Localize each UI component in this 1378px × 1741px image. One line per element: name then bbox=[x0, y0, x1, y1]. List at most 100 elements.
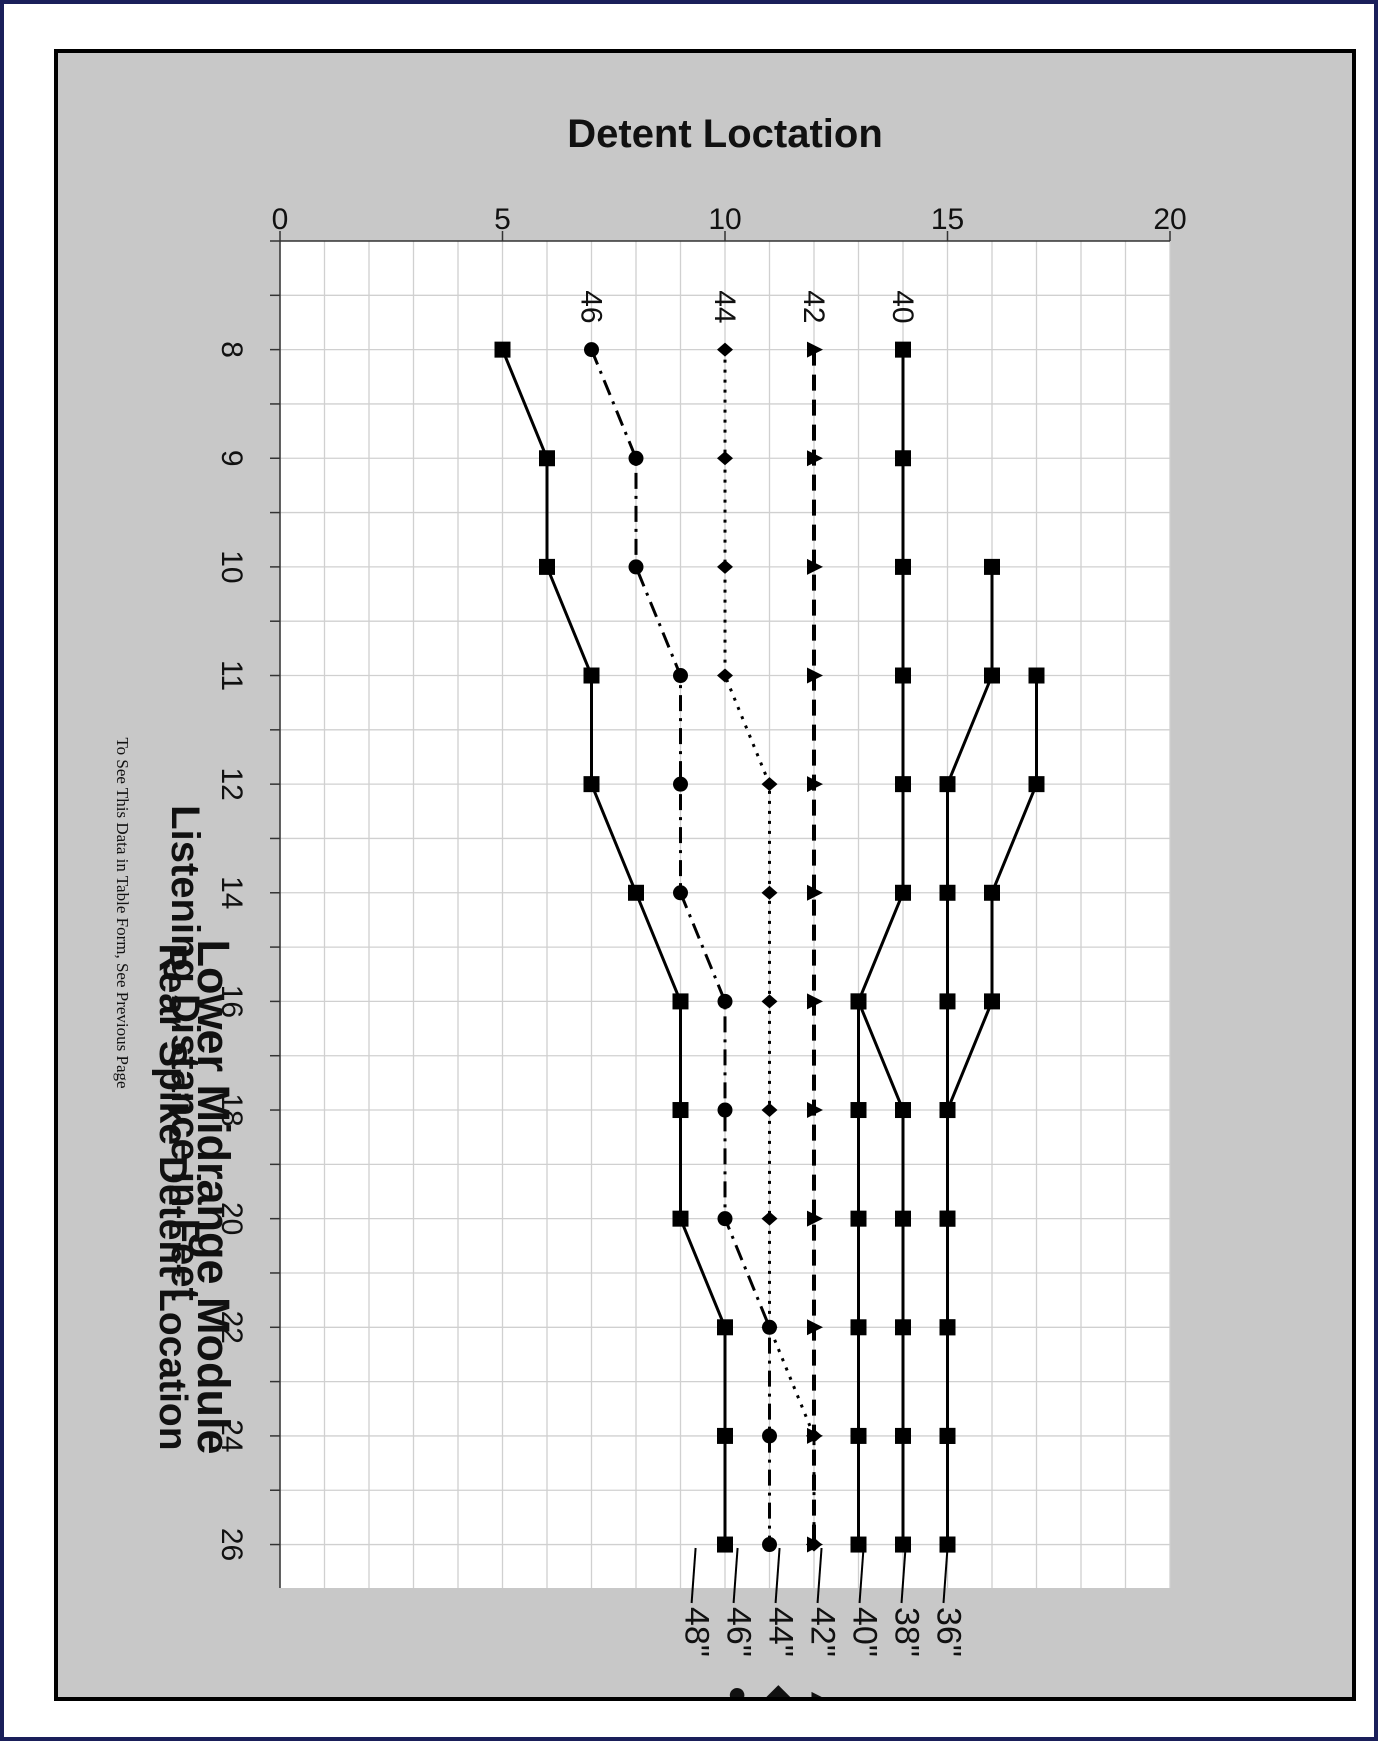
data-point bbox=[850, 1427, 867, 1444]
series-start-label: 42 bbox=[797, 290, 830, 323]
data-point bbox=[895, 1536, 911, 1553]
data-point bbox=[1028, 667, 1045, 684]
legend-leader bbox=[774, 1547, 781, 1604]
legend-leader bbox=[816, 1547, 823, 1604]
legend-label: 42" bbox=[804, 1607, 842, 1657]
series-7 bbox=[584, 342, 777, 1553]
legend-marker-icon: ◆ bbox=[762, 1685, 800, 1701]
series-start-label: 40 bbox=[886, 290, 919, 323]
data-point bbox=[939, 1210, 956, 1227]
data-point bbox=[717, 668, 733, 683]
data-point bbox=[806, 1428, 822, 1443]
data-point bbox=[717, 993, 733, 1009]
data-point bbox=[895, 1427, 911, 1444]
legend-leader bbox=[942, 1547, 949, 1604]
chart-panel: 0 5 10 15 20 8 9 10 11 12 14 16 18 20 22 24 26 40 42 44 46 36… bbox=[54, 49, 1356, 1701]
data-point bbox=[717, 1427, 733, 1444]
data-point bbox=[807, 558, 823, 575]
data-point bbox=[673, 668, 688, 684]
x-tick-label: 26 bbox=[215, 1528, 248, 1561]
data-point bbox=[1028, 776, 1045, 793]
data-point bbox=[850, 993, 867, 1010]
data-point bbox=[672, 1102, 689, 1119]
x-tick-label: 20 bbox=[215, 1202, 248, 1235]
legend-leader bbox=[900, 1547, 907, 1604]
series-start-label: 46 bbox=[575, 290, 608, 323]
data-point bbox=[628, 450, 644, 466]
data-point bbox=[807, 993, 823, 1010]
data-point bbox=[807, 884, 823, 901]
data-point bbox=[939, 776, 956, 793]
chart-title: Lower Midrange Module bbox=[188, 939, 239, 1454]
y-tick-label: 0 bbox=[272, 203, 289, 236]
chart-note: To See This Data in Table Form, See Prev… bbox=[113, 737, 132, 1088]
x-tick-label: 16 bbox=[215, 985, 248, 1018]
data-point bbox=[583, 776, 600, 793]
legend bbox=[690, 1547, 949, 1604]
data-point bbox=[628, 884, 644, 901]
data-point bbox=[895, 1319, 911, 1336]
series-line bbox=[501, 349, 727, 1545]
data-point bbox=[807, 450, 823, 467]
legend-leader bbox=[690, 1547, 697, 1604]
x-tick-label: 18 bbox=[215, 1093, 248, 1126]
data-point bbox=[584, 342, 599, 358]
series-4 bbox=[850, 993, 867, 1553]
data-point bbox=[806, 1537, 822, 1552]
data-point bbox=[850, 1210, 867, 1227]
data-point bbox=[761, 885, 778, 900]
legend-label: 48" bbox=[678, 1607, 716, 1657]
data-point bbox=[761, 1103, 778, 1118]
data-point bbox=[717, 1536, 733, 1553]
data-point bbox=[939, 1427, 956, 1444]
data-point bbox=[939, 1536, 956, 1553]
series-2 bbox=[939, 667, 1045, 1553]
data-point bbox=[850, 1102, 867, 1119]
legend-marker-icon: ▲ bbox=[804, 1685, 842, 1701]
y-tick-label: 20 bbox=[1153, 203, 1186, 236]
data-point bbox=[807, 341, 823, 358]
data-point bbox=[807, 1102, 823, 1119]
data-point bbox=[895, 341, 911, 358]
x-tick-label: 14 bbox=[215, 876, 248, 909]
x-tick-label: 10 bbox=[215, 550, 248, 583]
data-point bbox=[984, 884, 1000, 901]
chart-svg: 0 5 10 15 20 8 9 10 11 12 14 16 18 20 22 24 26 40 42 44 46 36… bbox=[113, 112, 1187, 1701]
data-point bbox=[539, 450, 555, 467]
legend-label: 40" bbox=[846, 1607, 884, 1657]
legend-label: 36" bbox=[930, 1607, 968, 1657]
legend-marker-icon: ● bbox=[720, 1685, 758, 1701]
series-start-label: 44 bbox=[708, 290, 741, 323]
data-point bbox=[984, 993, 1000, 1010]
data-point bbox=[939, 884, 956, 901]
data-point bbox=[895, 776, 911, 793]
data-point bbox=[672, 1210, 689, 1227]
data-point bbox=[895, 884, 911, 901]
data-point bbox=[673, 776, 688, 792]
data-point bbox=[807, 1319, 823, 1336]
legend-label: 38" bbox=[888, 1607, 926, 1657]
data-point bbox=[895, 558, 911, 575]
data-point bbox=[895, 450, 911, 467]
data-point bbox=[807, 776, 823, 793]
x-tick-label: 24 bbox=[215, 1419, 248, 1452]
data-point bbox=[939, 1102, 956, 1119]
data-point bbox=[717, 342, 733, 357]
data-point bbox=[717, 1211, 733, 1227]
x-tick-label: 8 bbox=[215, 341, 248, 358]
y-axis-title: Detent Loctation bbox=[567, 112, 883, 156]
data-point bbox=[850, 1319, 867, 1336]
plot-layer: 0 5 10 15 20 8 9 10 11 12 14 16 18 20 22 24 26 40 42 44 46 36… bbox=[215, 203, 1187, 1701]
data-point bbox=[807, 1210, 823, 1227]
chart-subtitle: Rear Spike Detent Location bbox=[151, 943, 194, 1450]
rotated-chart-frame: 0 5 10 15 20 8 9 10 11 12 14 16 18 20 22 24 26 40 42 44 46 36… bbox=[58, 53, 1352, 1701]
x-axis-title: Listening Distance in Feet bbox=[163, 805, 207, 1301]
data-point bbox=[939, 1319, 956, 1336]
data-point bbox=[717, 1102, 733, 1118]
data-point bbox=[984, 667, 1000, 684]
data-point bbox=[583, 667, 600, 684]
data-point bbox=[939, 993, 956, 1010]
data-point bbox=[628, 559, 644, 575]
legend-label: 44" bbox=[762, 1607, 800, 1657]
